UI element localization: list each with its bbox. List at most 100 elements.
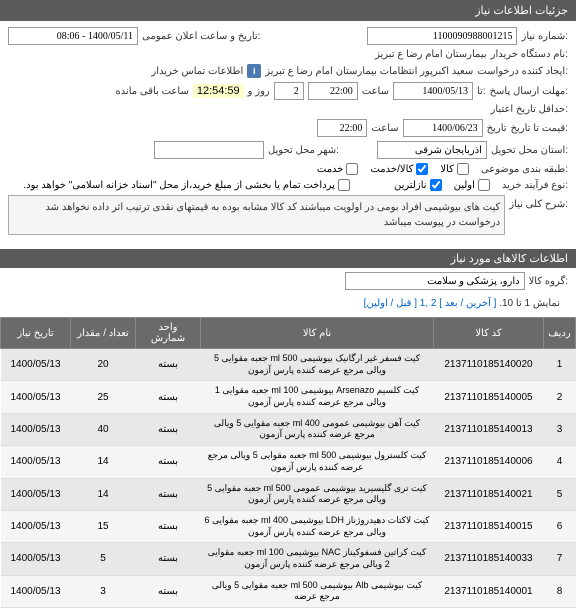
cell-code: 2137110185140013	[434, 413, 544, 445]
table-row[interactable]: 82137110185140001کیت بیوشیمی Alb بیوشیمی…	[1, 575, 576, 607]
pagination-text: نمایش 1 تا 10.	[499, 298, 560, 309]
announce-label: :تاریخ و ساعت اعلان عمومی	[142, 31, 261, 42]
deadline-label: :تا	[477, 86, 486, 97]
info-icon[interactable]: i	[247, 64, 261, 78]
type-service-label: کالا/خدمت	[370, 164, 413, 175]
type-service-checkbox[interactable]	[416, 163, 428, 175]
group-label: :گروه کالا	[529, 276, 568, 287]
cell-qty: 15	[71, 510, 136, 542]
remain-label: ساعت باقی مانده	[115, 86, 188, 97]
cell-code: 2137110185140020	[434, 349, 544, 381]
need-number-input[interactable]	[367, 27, 517, 45]
cell-row: 4	[544, 446, 576, 478]
payment-note-label: پرداخت تمام یا بخشی از مبلغ خرید،از محل …	[23, 180, 335, 191]
remain-time: 12:54:59	[193, 84, 244, 98]
cell-qty: 20	[71, 349, 136, 381]
deadline-date-input[interactable]	[393, 82, 473, 100]
payment-note-option[interactable]: پرداخت تمام یا بخشی از مبلغ خرید،از محل …	[23, 179, 350, 191]
buyer-value: بیمارستان امام رضا ع تبریز	[375, 49, 487, 60]
cell-code: 2137110185140015	[434, 510, 544, 542]
cell-unit: بسته	[136, 349, 201, 381]
table-row[interactable]: 62137110185140015کیت لاکتات دهیدروژناز L…	[1, 510, 576, 542]
cell-name: کیت کراتین فسفوکیناز NAC بیوشیمی 100 ml …	[201, 543, 434, 575]
cell-date: 1400/05/13	[1, 478, 71, 510]
cell-date: 1400/05/13	[1, 413, 71, 445]
table-row[interactable]: 42137110185140006کیت کلسترول بیوشیمی 500…	[1, 446, 576, 478]
th-qty: تعداد / مقدار	[71, 318, 136, 349]
cell-date: 1400/05/13	[1, 510, 71, 542]
pagination-nav[interactable]: [ آخرین / بعد ] 2 ,1 [ قبل / اولین]	[364, 298, 497, 309]
payment-note-checkbox[interactable]	[338, 179, 350, 191]
type-goods-label: کالا	[440, 164, 454, 175]
goods-section-title: اطلاعات کالاهای مورد نیاز	[451, 253, 568, 265]
goods-section-header: اطلاعات کالاهای مورد نیاز	[0, 249, 576, 268]
desc-label: :شرح کلی نیاز	[509, 199, 568, 210]
table-row[interactable]: 32137110185140013کیت آهن بیوشیمی عمومی 4…	[1, 413, 576, 445]
th-unit: واحد شمارش	[136, 318, 201, 349]
table-row[interactable]: 72137110185140033کیت کراتین فسفوکیناز NA…	[1, 543, 576, 575]
cell-row: 7	[544, 543, 576, 575]
cell-unit: بسته	[136, 381, 201, 413]
cell-qty: 25	[71, 381, 136, 413]
category-label: :طبقه بندی موضوعی	[481, 164, 568, 175]
announce-input[interactable]	[8, 27, 138, 45]
cell-code: 2137110185140001	[434, 575, 544, 607]
table-row[interactable]: 22137110185140005کیت کلسیم Arsenazo بیوش…	[1, 381, 576, 413]
table-row[interactable]: 52137110185140021کیت تری گلیسیرید بیوشیم…	[1, 478, 576, 510]
type-svc-label: خدمت	[317, 164, 344, 175]
cell-name: کیت فسفر غیر ارگانیک بیوشیمی 500 ml جعبه…	[201, 349, 434, 381]
cell-row: 2	[544, 381, 576, 413]
cell-date: 1400/05/13	[1, 349, 71, 381]
cell-name: کیت تری گلیسیرید بیوشیمی عمومی 500 ml جع…	[201, 478, 434, 510]
type-goods-checkbox[interactable]	[457, 163, 469, 175]
type-goods-option[interactable]: کالا	[440, 163, 469, 175]
type-svc-checkbox[interactable]	[346, 163, 358, 175]
cell-qty: 3	[71, 575, 136, 607]
form-area: :شماره نیاز :تاریخ و ساعت اعلان عمومی :ن…	[0, 21, 576, 245]
process-first-checkbox[interactable]	[478, 179, 490, 191]
group-input[interactable]	[345, 272, 525, 290]
need-number-label: :شماره نیاز	[521, 31, 568, 42]
type-service-option[interactable]: کالا/خدمت	[370, 163, 428, 175]
requester-label: :ایجاد کننده درخواست	[477, 66, 568, 77]
page-header: جزئیات اطلاعات نیاز	[0, 0, 576, 21]
cell-name: کیت لاکتات دهیدروژناز LDH بیوشیمی 400 ml…	[201, 510, 434, 542]
items-table-container: ردیف کد کالا نام کالا واحد شمارش تعداد /…	[0, 317, 576, 608]
cell-qty: 40	[71, 413, 136, 445]
type-svc-option[interactable]: خدمت	[317, 163, 359, 175]
deadline-time-input[interactable]	[308, 82, 358, 100]
province-input[interactable]	[377, 141, 487, 159]
table-row[interactable]: 12137110185140020کیت فسفر غیر ارگانیک بی…	[1, 349, 576, 381]
cell-code: 2137110185140005	[434, 381, 544, 413]
credit-time-input[interactable]	[317, 119, 367, 137]
cell-name: کیت کلسیم Arsenazo بیوشیمی 100 ml جعبه م…	[201, 381, 434, 413]
date-label-2: تاریخ	[487, 123, 507, 134]
items-table: ردیف کد کالا نام کالا واحد شمارش تعداد /…	[0, 317, 576, 608]
response-deadline-label: :مهلت ارسال پاسخ	[490, 86, 568, 97]
th-name: نام کالا	[201, 318, 434, 349]
cell-unit: بسته	[136, 413, 201, 445]
process-label: :نوع فرآیند خرید	[502, 180, 568, 191]
process-first-option[interactable]: اولین	[454, 179, 490, 191]
buyer-label: :نام دستگاه خریدار	[491, 49, 568, 60]
cell-qty: 14	[71, 478, 136, 510]
cell-date: 1400/05/13	[1, 381, 71, 413]
cell-unit: بسته	[136, 478, 201, 510]
days-input[interactable]	[274, 82, 304, 100]
process-lowest-checkbox[interactable]	[430, 179, 442, 191]
city-label: :شهر محل تحویل	[268, 145, 339, 156]
th-date: تاریخ نیاز	[1, 318, 71, 349]
cell-row: 6	[544, 510, 576, 542]
cell-name: کیت کلسترول بیوشیمی 500 ml جعبه مقوایی 5…	[201, 446, 434, 478]
price-to-label: :قیمت تا تاریخ	[511, 123, 568, 134]
process-lowest-option[interactable]: نازلترین	[394, 179, 442, 191]
cell-code: 2137110185140033	[434, 543, 544, 575]
credit-expire-label: :حداقل تاریخ اعتبار	[491, 104, 568, 115]
cell-qty: 5	[71, 543, 136, 575]
province-label: :استان محل تحویل	[491, 145, 568, 156]
credit-date-input[interactable]	[403, 119, 483, 137]
cell-unit: بسته	[136, 446, 201, 478]
contact-button[interactable]: اطلاعات تماس خریدار	[151, 66, 243, 77]
city-input[interactable]	[154, 141, 264, 159]
cell-name: کیت آهن بیوشیمی عمومی 400 ml جعبه مقوایی…	[201, 413, 434, 445]
